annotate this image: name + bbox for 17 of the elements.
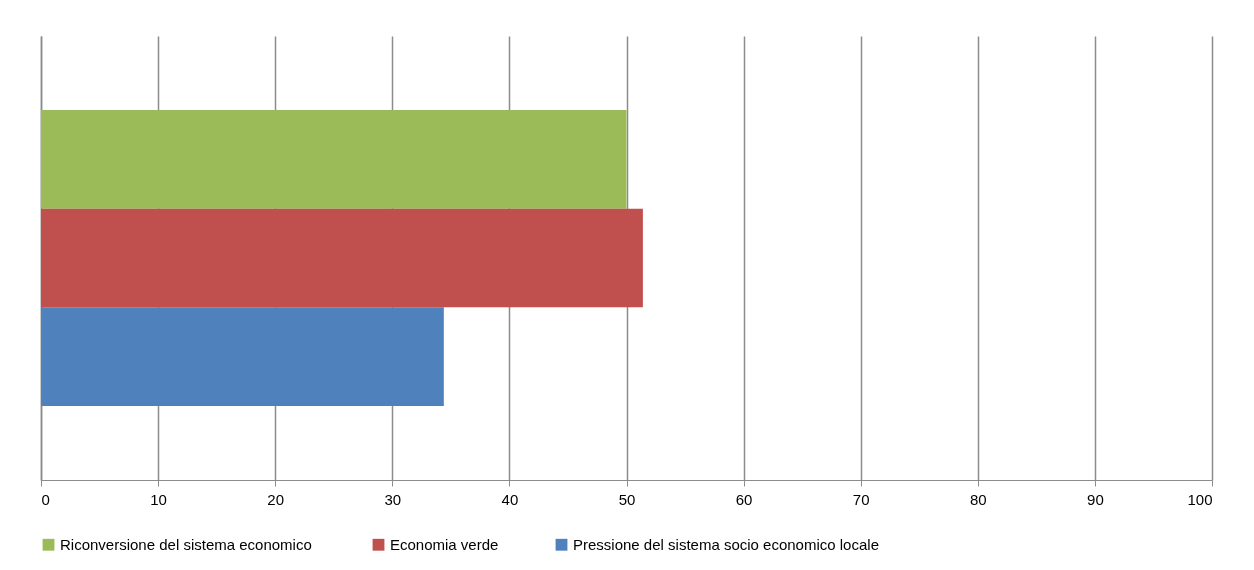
- x-tick-label: 100: [1187, 490, 1213, 508]
- x-tick-label: 30: [384, 490, 402, 508]
- bar: [41, 208, 643, 308]
- x-tick-label: 70: [852, 490, 870, 508]
- legend-label: Pressione del sistema socio economico locale: [573, 535, 879, 553]
- x-tick-label: 0: [41, 490, 50, 508]
- x-tick-label: 80: [969, 490, 987, 508]
- x-tick-label: 10: [150, 490, 167, 508]
- x-tick-label: 20: [267, 490, 285, 508]
- legend-label: Riconversione del sistema economico: [60, 535, 312, 553]
- x-tick-label: 40: [501, 490, 519, 508]
- bar: [41, 110, 627, 209]
- legend-label: Economia verde: [390, 535, 499, 553]
- x-tick-label: 60: [735, 490, 753, 508]
- bar: [41, 307, 444, 406]
- x-tick-label: 50: [618, 490, 636, 508]
- x-tick-label: 90: [1087, 490, 1104, 508]
